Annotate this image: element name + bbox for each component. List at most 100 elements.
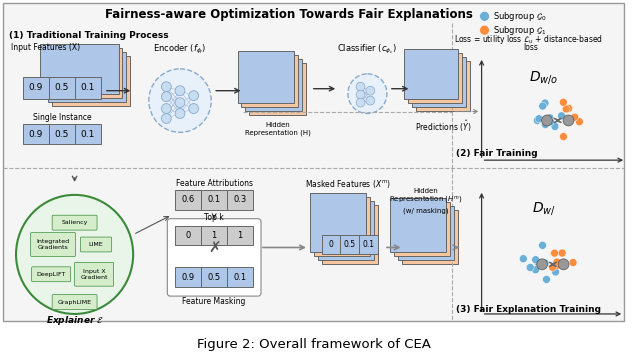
Circle shape [551,122,559,130]
Text: Predictions $(\hat{Y})$: Predictions $(\hat{Y})$ [415,118,472,134]
Text: Hidden
Representation $(H^m)$
(w/ masking): Hidden Representation $(H^m)$ (w/ maskin… [389,188,463,214]
Bar [317,201,374,260]
Circle shape [563,115,574,126]
Text: Input Features (X): Input Features (X) [11,43,80,52]
Circle shape [575,118,583,126]
Text: ✗: ✗ [208,241,221,256]
Circle shape [554,261,561,269]
Bar [245,59,302,111]
Bar [397,206,454,260]
Bar [3,3,624,321]
Text: Feature Masking: Feature Masking [182,297,246,306]
Circle shape [161,92,172,102]
Circle shape [558,259,569,270]
Bar [75,125,101,144]
Bar [48,52,126,102]
Bar [175,226,201,246]
Text: Saliency: Saliency [61,220,88,225]
Bar [340,234,359,255]
Circle shape [535,115,543,123]
Circle shape [548,264,557,271]
FancyBboxPatch shape [31,267,70,282]
Circle shape [532,266,540,274]
Bar [201,267,227,287]
Circle shape [541,259,549,267]
Circle shape [366,86,375,95]
Text: DeepLIFT: DeepLIFT [36,272,66,277]
Circle shape [148,69,211,132]
Text: 0.9: 0.9 [182,273,195,282]
Circle shape [526,264,534,271]
Circle shape [534,117,541,125]
Bar [237,51,294,103]
Circle shape [550,249,559,257]
Text: (2) Fair Training: (2) Fair Training [456,149,538,158]
FancyBboxPatch shape [52,295,97,309]
Text: Explainer $\mathcal{E}$: Explainer $\mathcal{E}$ [45,314,104,327]
Circle shape [537,259,547,270]
Bar [310,193,367,252]
Circle shape [348,74,387,113]
Bar [23,77,49,99]
Text: loss: loss [524,43,538,52]
Bar [75,77,101,99]
FancyBboxPatch shape [52,215,97,230]
Circle shape [175,108,185,118]
Text: 0.6: 0.6 [182,195,195,204]
Bar [227,267,253,287]
Circle shape [534,258,542,266]
Text: 0.5: 0.5 [344,240,356,249]
Text: Single Instance: Single Instance [33,112,92,122]
Text: 0.1: 0.1 [207,195,221,204]
Circle shape [356,90,365,99]
Circle shape [553,258,561,266]
Circle shape [564,104,573,112]
Circle shape [161,82,172,92]
FancyBboxPatch shape [31,233,76,256]
Text: Top k: Top k [204,213,224,222]
Circle shape [569,258,577,266]
Bar [394,202,451,256]
Text: 1: 1 [212,231,217,240]
Bar [404,49,458,99]
Circle shape [546,114,554,122]
FancyBboxPatch shape [167,219,261,296]
Bar [416,61,470,111]
Bar [227,190,253,210]
Bar [49,77,75,99]
Bar [175,190,201,210]
Circle shape [571,113,579,121]
Bar [52,56,130,106]
Text: 0: 0 [186,231,191,240]
Circle shape [541,121,549,129]
Text: GraphLIME: GraphLIME [58,299,92,304]
Bar [227,226,253,246]
Circle shape [161,113,172,123]
Circle shape [189,91,198,101]
Bar [401,210,458,264]
Text: Hidden
Representation (H): Hidden Representation (H) [244,122,310,136]
Text: 0.1: 0.1 [81,83,95,92]
Text: $D_{w/o}$: $D_{w/o}$ [529,69,559,86]
Circle shape [356,82,365,91]
Circle shape [539,241,547,249]
Bar [359,234,378,255]
Text: 1: 1 [237,231,243,240]
Circle shape [563,105,570,113]
Text: Figure 2: Overall framework of CEA: Figure 2: Overall framework of CEA [196,338,431,351]
FancyBboxPatch shape [81,237,112,252]
Text: 0.1: 0.1 [234,273,247,282]
Text: 0.5: 0.5 [54,83,69,92]
Bar [321,205,378,264]
Bar [201,190,227,210]
Text: (3) Fair Explanation Training: (3) Fair Explanation Training [456,305,601,314]
Circle shape [559,98,567,106]
Circle shape [16,195,133,314]
Circle shape [547,118,554,126]
Bar [49,125,75,144]
Text: Masked Features $(X^m)$: Masked Features $(X^m)$ [305,178,391,190]
Text: 0.9: 0.9 [29,130,43,139]
Bar [175,267,201,287]
Bar [250,63,306,115]
Text: Integrated
Gradients: Integrated Gradients [36,239,70,250]
